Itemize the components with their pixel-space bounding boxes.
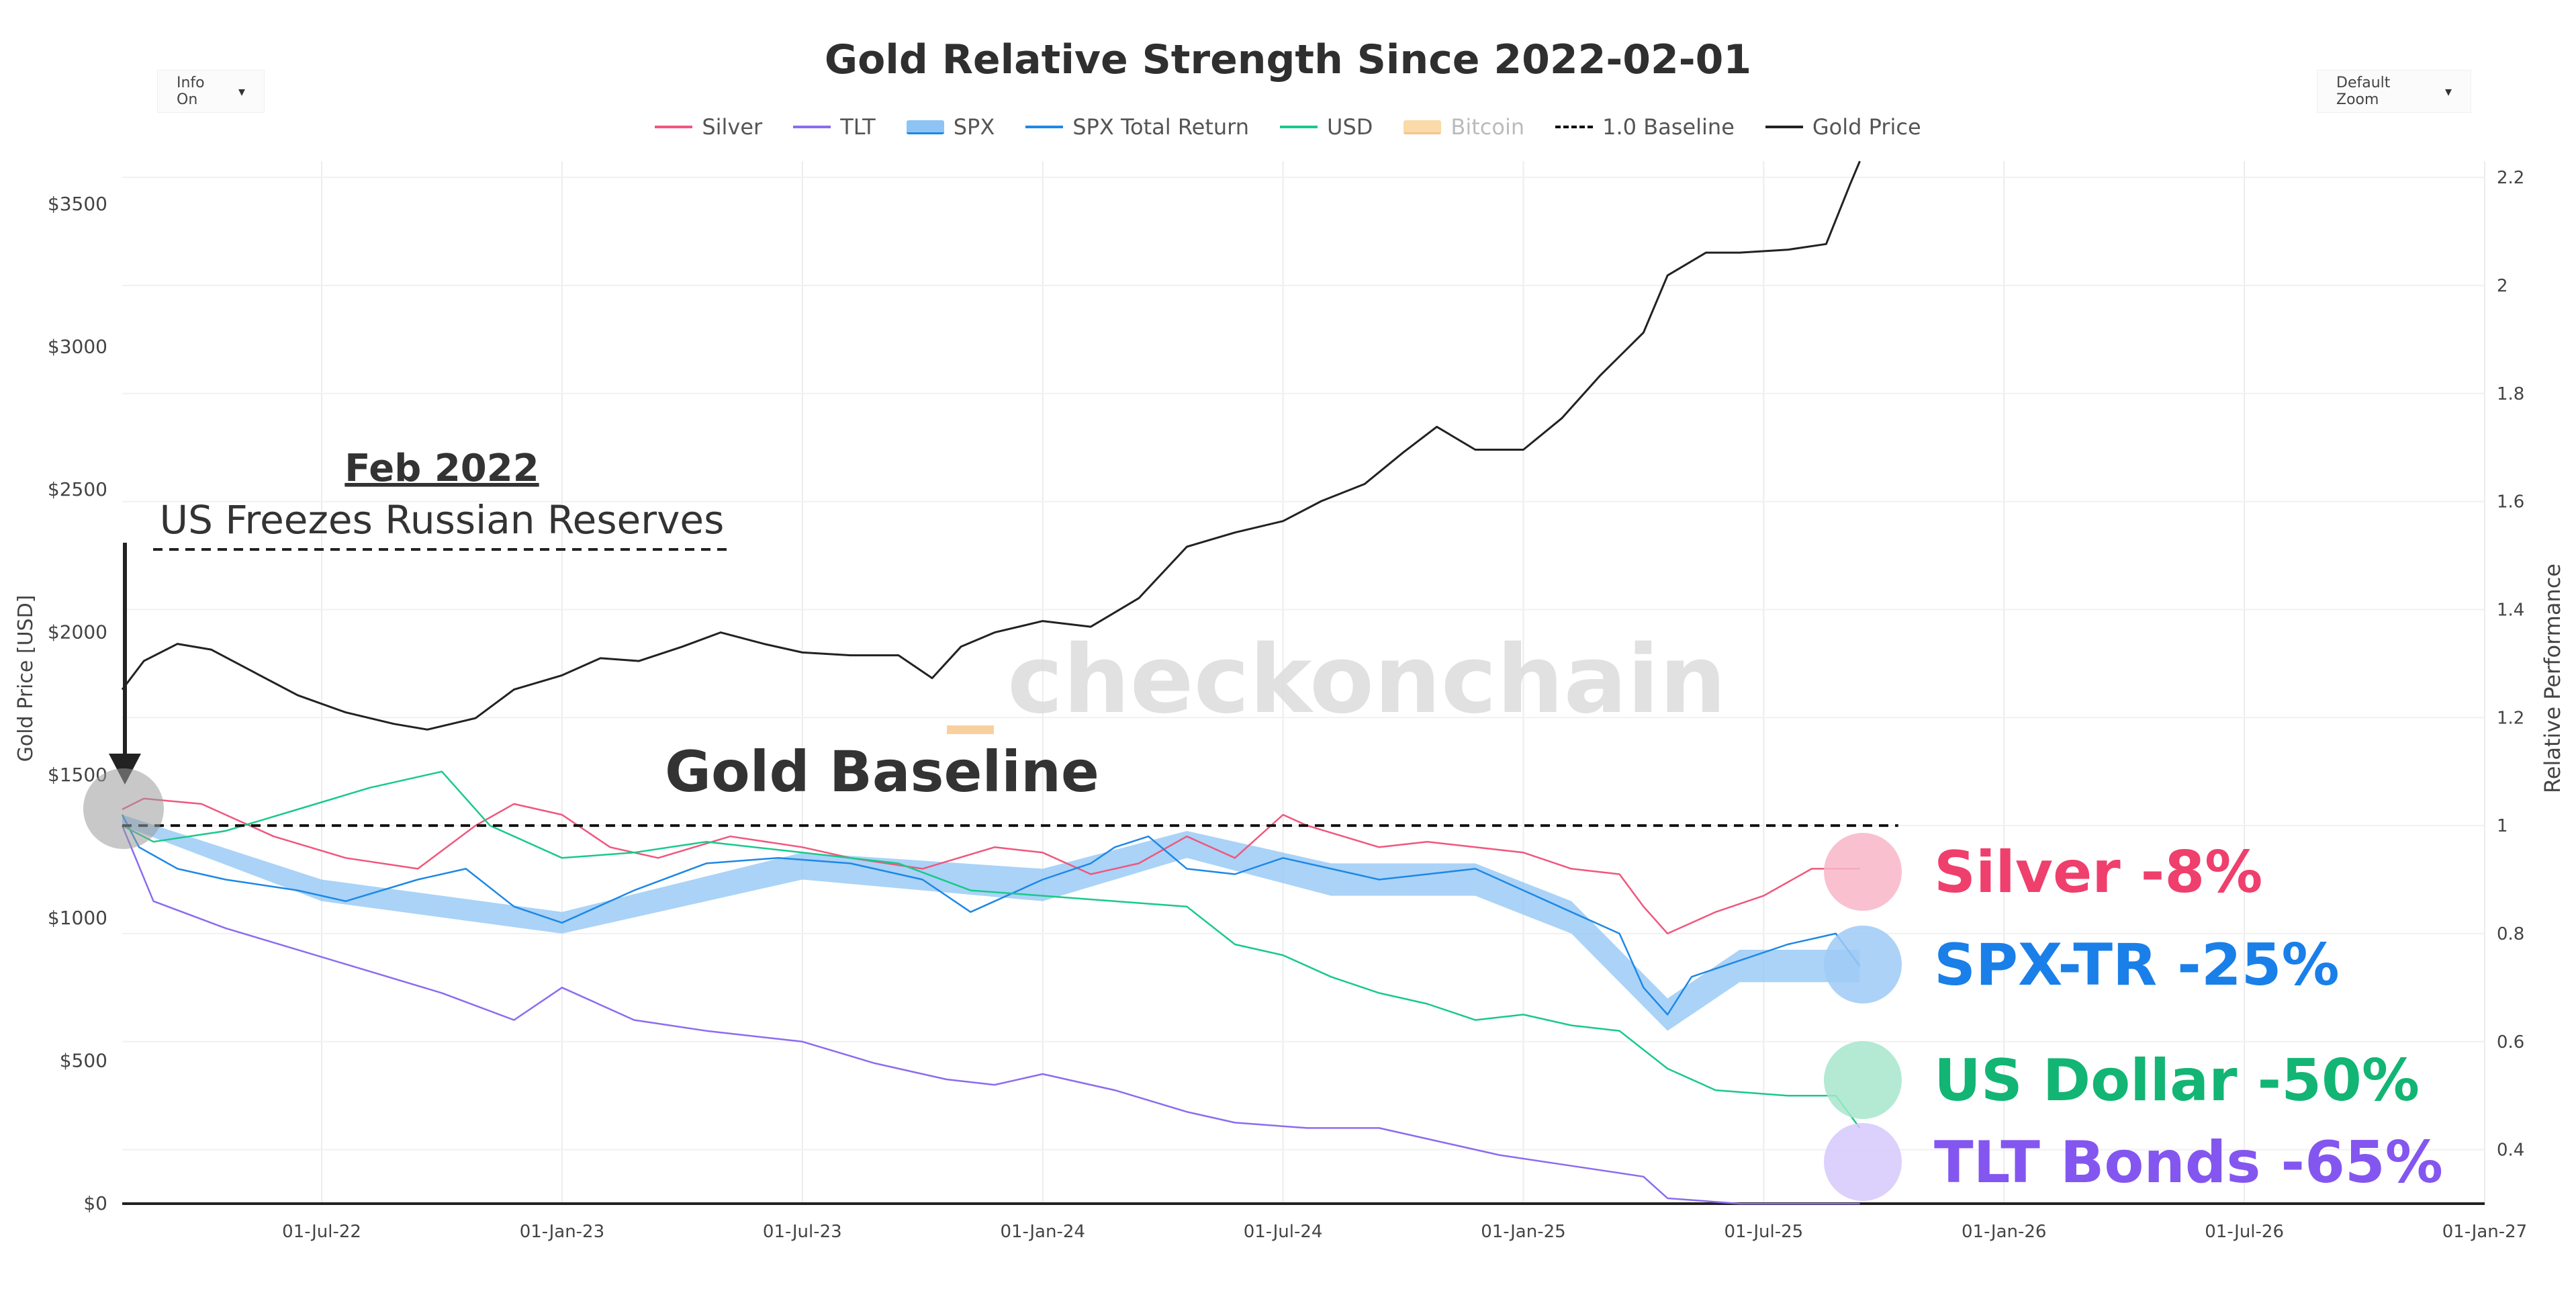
chevron-down-icon: ▾: [238, 83, 245, 99]
result-label: US Dollar -50%: [1934, 1047, 2420, 1114]
chart-legend: Silver TLT SPX SPX Total Return USD Bitcoin 1.…: [0, 114, 2576, 140]
y-right-tick-label: 0.8: [2497, 924, 2524, 944]
series-line-silver: [122, 797, 1860, 935]
result-label: SPX-TR -25%: [1934, 932, 2340, 999]
x-tick-label: 01-Jul-22: [282, 1222, 361, 1242]
legend-swatch: [1555, 126, 1594, 128]
x-tick-label: 01-Jul-23: [763, 1222, 842, 1242]
legend-label: TLT: [840, 114, 876, 140]
feb-subtitle: US Freezes Russian Reserves: [160, 497, 725, 543]
result-bubble: [1824, 1041, 1902, 1119]
chart-title: Gold Relative Strength Since 2022-02-01: [824, 36, 1752, 83]
y-right-tick-label: 1.8: [2497, 384, 2524, 404]
info-toggle[interactable]: Info On ▾: [157, 70, 265, 113]
y-left-tick-label: $500: [60, 1049, 107, 1071]
y-left-tick-label: $3500: [48, 193, 107, 215]
y-right-tick-label: 2.2: [2497, 168, 2524, 188]
legend-item[interactable]: Gold Price: [1765, 114, 1921, 140]
legend-label: 1.0 Baseline: [1602, 114, 1735, 140]
y-right-tick-label: 0.4: [2497, 1141, 2524, 1161]
x-tick-label: 01-Jul-25: [1724, 1222, 1803, 1242]
y-left-tick-label: $3000: [48, 335, 107, 357]
x-tick-label: 01-Jan-27: [2442, 1222, 2527, 1242]
result-label: TLT Bonds -65%: [1934, 1129, 2443, 1196]
legend-swatch: [1404, 120, 1442, 134]
x-tick-label: 01-Jan-24: [1000, 1222, 1085, 1242]
result-bubble: [1824, 926, 1902, 1003]
legend-label: SPX: [953, 114, 995, 140]
series-line-gold-price: [121, 161, 1861, 731]
legend-swatch: [906, 120, 944, 134]
series-line-usd: [122, 770, 1861, 1129]
y-left-tick-label: $1000: [48, 907, 107, 929]
result-label: Silver -8%: [1934, 839, 2262, 906]
zoom-select[interactable]: Default Zoom ▾: [2317, 70, 2471, 113]
legend-item[interactable]: SPX: [906, 114, 995, 140]
y-right-tick-label: 2: [2497, 276, 2508, 296]
y-left-tick-label: $2500: [48, 478, 107, 500]
x-tick-label: 01-Jan-26: [1962, 1222, 2046, 1242]
legend-item[interactable]: 1.0 Baseline: [1555, 114, 1735, 140]
result-bubble: [1824, 1123, 1902, 1201]
y-left-axis-title: Gold Price [USD]: [14, 595, 38, 762]
y-right-tick-label: 0.6: [2497, 1032, 2524, 1053]
y-left-tick-label: $2000: [48, 621, 107, 643]
y-right-tick-label: 1.6: [2497, 492, 2524, 512]
legend-swatch: [793, 126, 831, 128]
gold-baseline-label: Gold Baseline: [665, 739, 1099, 805]
legend-swatch: [1025, 126, 1064, 128]
legend-item[interactable]: TLT: [793, 114, 876, 140]
legend-item[interactable]: Silver: [655, 114, 762, 140]
legend-swatch: [655, 126, 693, 128]
series-line-spx-total-return: [121, 814, 1861, 1016]
x-tick-label: 01-Jan-25: [1481, 1222, 1565, 1242]
start-marker: [83, 768, 164, 849]
legend-item[interactable]: Bitcoin: [1404, 114, 1524, 140]
legend-label: SPX Total Return: [1072, 114, 1250, 140]
legend-item[interactable]: USD: [1280, 114, 1373, 140]
x-tick-label: 01-Jul-26: [2205, 1222, 2284, 1242]
legend-swatch: [1280, 126, 1318, 128]
y-right-tick-label: 1.2: [2497, 708, 2524, 728]
legend-label: Silver: [702, 114, 763, 140]
y-right-tick-label: 1: [2497, 816, 2508, 836]
y-right-tick-label: 1.4: [2497, 600, 2524, 620]
series-line-tlt: [121, 825, 1860, 1205]
x-tick-label: 01-Jan-23: [520, 1222, 604, 1242]
spx-band: [122, 815, 1860, 1031]
zoom-select-label: Default Zoom: [2336, 75, 2391, 108]
info-toggle-label: Info On: [177, 75, 205, 108]
legend-label: USD: [1327, 114, 1373, 140]
feb-title: Feb 2022: [344, 447, 539, 490]
legend-swatch: [1765, 126, 1803, 128]
legend-label: Gold Price: [1812, 114, 1921, 140]
chevron-down-icon: ▾: [2444, 83, 2452, 99]
y-left-tick-label: $0: [83, 1192, 107, 1214]
legend-item[interactable]: SPX Total Return: [1025, 114, 1249, 140]
y-right-axis-title: Relative Performance: [2540, 564, 2565, 793]
result-bubble: [1824, 833, 1902, 911]
x-tick-label: 01-Jul-24: [1244, 1222, 1323, 1242]
watermark: checkonchain: [1007, 625, 1727, 735]
legend-label: Bitcoin: [1451, 114, 1525, 140]
